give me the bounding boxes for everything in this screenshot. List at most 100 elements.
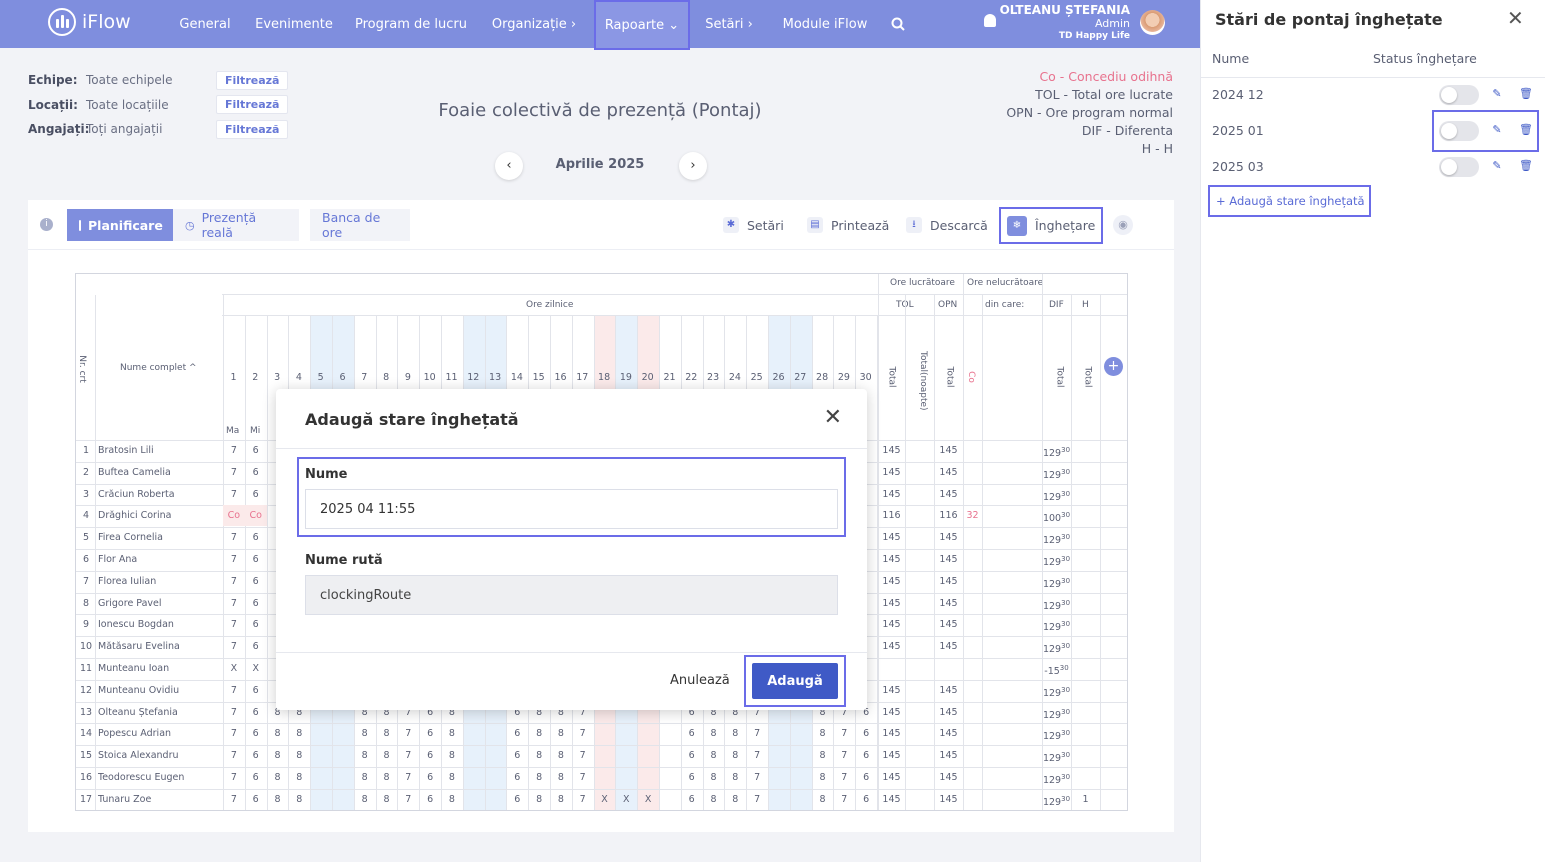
day-cell[interactable]: 8 <box>274 706 281 718</box>
day-cell[interactable]: 8 <box>361 793 368 805</box>
day-cell[interactable]: X <box>644 793 652 805</box>
search-icon[interactable] <box>885 0 911 48</box>
day-cell[interactable]: 8 <box>557 793 564 805</box>
employee-name[interactable]: Popescu Adrian <box>98 728 172 740</box>
freeze-toggle[interactable] <box>1439 121 1479 141</box>
day-cell[interactable]: 8 <box>536 728 543 740</box>
day-cell[interactable]: 8 <box>383 772 390 783</box>
day-cell[interactable]: 8 <box>710 772 717 783</box>
user-info[interactable]: OLTEANU ȘTEFANIA Admin TD Happy Life <box>1000 3 1130 42</box>
iflow-logo[interactable]: iFlow <box>48 8 131 36</box>
day-cell[interactable]: 8 <box>819 706 826 718</box>
day-cell[interactable]: 8 <box>710 793 717 805</box>
day-cell[interactable]: 7 <box>579 750 586 762</box>
pencil-icon[interactable]: ✎ <box>1492 87 1502 100</box>
day-cell[interactable]: 6 <box>252 554 259 565</box>
day-cell[interactable]: 8 <box>557 728 564 740</box>
day-cell[interactable]: 8 <box>274 793 281 805</box>
day-cell[interactable]: 8 <box>819 772 826 783</box>
info-icon[interactable]: i <box>40 218 53 231</box>
day-cell[interactable]: 8 <box>383 706 390 718</box>
day-cell[interactable]: 8 <box>296 728 303 740</box>
day-cell[interactable]: 8 <box>819 728 826 740</box>
nav-general[interactable]: General <box>179 16 231 32</box>
print-button[interactable]: ▤ Printează <box>795 209 901 241</box>
filter-button-angajati[interactable]: Filtrează <box>216 119 289 139</box>
day-cell[interactable]: X <box>252 663 259 674</box>
employee-name[interactable]: Olteanu Ștefania <box>98 706 178 718</box>
day-cell[interactable]: 8 <box>710 728 717 740</box>
day-cell[interactable]: 6 <box>252 597 259 609</box>
day-cell[interactable]: 7 <box>754 772 761 783</box>
bell-icon[interactable] <box>984 14 996 27</box>
settings-button[interactable]: ✱ Setări <box>711 209 796 241</box>
day-cell[interactable]: 8 <box>361 750 368 762</box>
day-cell[interactable]: Co <box>244 505 267 527</box>
day-cell[interactable]: 7 <box>841 772 848 783</box>
day-cell[interactable]: 6 <box>252 684 259 696</box>
day-cell[interactable]: 7 <box>754 728 761 740</box>
tab-banca-de-ore[interactable]: Banca de ore <box>310 209 410 241</box>
pencil-icon[interactable]: ✎ <box>1492 123 1502 136</box>
day-cell[interactable]: 8 <box>732 728 739 740</box>
day-cell[interactable]: 7 <box>754 793 761 805</box>
day-cell[interactable]: 7 <box>230 597 237 609</box>
day-cell[interactable]: 7 <box>230 466 237 478</box>
nav-organizatie[interactable]: Organizație › <box>491 16 577 32</box>
day-cell[interactable]: 8 <box>710 706 717 718</box>
day-cell[interactable]: 8 <box>536 772 543 783</box>
day-cell[interactable]: 8 <box>274 750 281 762</box>
day-cell[interactable]: 8 <box>557 706 564 718</box>
day-cell[interactable]: 6 <box>427 728 434 740</box>
day-cell[interactable]: 8 <box>383 728 390 740</box>
day-cell[interactable]: 6 <box>427 750 434 762</box>
day-cell[interactable]: Co <box>223 505 245 527</box>
cancel-button[interactable]: Anulează <box>670 673 730 688</box>
day-cell[interactable]: 6 <box>863 793 870 805</box>
day-cell[interactable]: 8 <box>383 750 390 762</box>
tab-prezenta-reala[interactable]: ◷ Prezență reală <box>173 209 299 241</box>
next-month-button[interactable]: › <box>679 152 707 180</box>
nav-evenimente[interactable]: Evenimente <box>255 16 333 32</box>
add-column-button[interactable]: + <box>1104 357 1123 376</box>
trash-icon[interactable]: 🗑 <box>1519 123 1533 136</box>
tab-planificare[interactable]: Planificare <box>67 209 173 241</box>
day-cell[interactable]: 7 <box>754 706 761 718</box>
day-cell[interactable]: 7 <box>230 554 237 565</box>
nav-program-de-lucru[interactable]: Program de lucru <box>355 16 467 32</box>
day-cell[interactable]: 7 <box>230 750 237 762</box>
employee-name[interactable]: Buftea Camelia <box>98 466 171 478</box>
day-cell[interactable]: 8 <box>732 750 739 762</box>
day-cell[interactable]: 7 <box>405 750 412 762</box>
employee-name[interactable]: Mătăsaru Evelina <box>98 641 180 653</box>
download-button[interactable]: ⭳ Descarcă <box>894 209 1000 241</box>
filter-button-echipe[interactable]: Filtrează <box>216 70 289 90</box>
day-cell[interactable]: 8 <box>361 772 368 783</box>
day-cell[interactable]: 6 <box>252 772 259 783</box>
day-cell[interactable]: 8 <box>383 793 390 805</box>
day-cell[interactable]: 7 <box>230 532 237 544</box>
day-cell[interactable]: 7 <box>230 488 237 500</box>
add-frozen-state-link[interactable]: + Adaugă stare înghețată <box>1208 185 1371 217</box>
day-cell[interactable]: 8 <box>296 793 303 805</box>
day-cell[interactable]: 6 <box>863 728 870 740</box>
day-cell[interactable]: 8 <box>274 728 281 740</box>
add-button[interactable]: Adaugă <box>752 663 838 699</box>
day-cell[interactable]: 7 <box>230 772 237 783</box>
freeze-button[interactable]: ❄ Înghețare <box>999 207 1104 244</box>
avatar[interactable] <box>1140 10 1165 35</box>
day-cell[interactable]: 6 <box>514 793 521 805</box>
employee-name[interactable]: Tunaru Zoe <box>98 793 152 805</box>
day-cell[interactable]: 6 <box>252 619 259 631</box>
day-cell[interactable]: 6 <box>252 532 259 544</box>
day-cell[interactable]: 6 <box>863 706 870 718</box>
day-cell[interactable]: 7 <box>405 706 412 718</box>
day-cell[interactable]: 6 <box>863 772 870 783</box>
day-cell[interactable]: 6 <box>514 728 521 740</box>
day-cell[interactable]: 8 <box>296 772 303 783</box>
day-cell[interactable]: 8 <box>448 706 455 718</box>
nav-setari[interactable]: Setări › <box>705 16 753 32</box>
employee-name[interactable]: Drăghici Corina <box>98 510 172 522</box>
day-cell[interactable]: 8 <box>557 772 564 783</box>
trash-icon[interactable]: 🗑 <box>1519 87 1533 100</box>
